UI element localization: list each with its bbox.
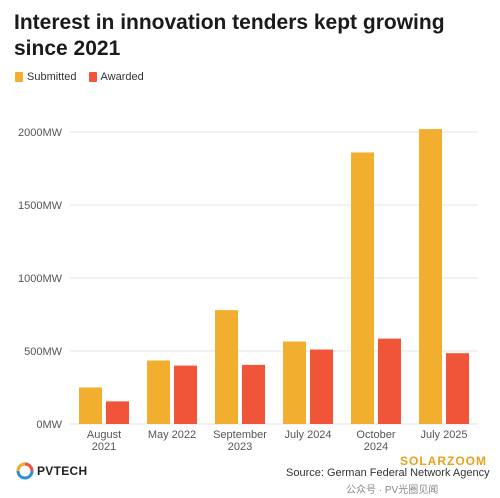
y-tick-label: 0MW <box>36 419 62 431</box>
x-tick-label: July 2025 <box>420 429 467 441</box>
pvtech-logo-icon <box>16 462 34 480</box>
source-note: Source: German Federal Network Agency <box>286 467 490 479</box>
x-tick-label: 2023 <box>228 441 252 453</box>
legend-label-awarded: Awarded <box>100 71 144 83</box>
x-tick-label: August <box>87 429 121 441</box>
pvtech-logo-text: PVTECH <box>37 464 88 478</box>
legend: Submitted Awarded <box>15 71 144 83</box>
bar-awarded <box>310 349 333 424</box>
legend-label-submitted: Submitted <box>27 71 77 83</box>
bar-submitted <box>351 152 374 424</box>
wechat-watermark: 公众号 · PV光圈见闻 <box>346 485 439 496</box>
x-tick-label: May 2022 <box>148 429 196 441</box>
bar-submitted <box>79 387 102 424</box>
bar-awarded <box>106 401 129 424</box>
x-tick-label: October <box>356 429 395 441</box>
legend-item-submitted: Submitted <box>15 71 77 83</box>
bar-awarded <box>378 338 401 424</box>
bar-submitted <box>215 310 238 424</box>
y-tick-label: 1000MW <box>18 273 63 285</box>
x-tick-label: September <box>213 429 267 441</box>
bar-submitted <box>147 360 170 424</box>
solarzoom-watermark: SOLARZOOM <box>400 454 487 468</box>
y-tick-label: 1500MW <box>18 200 63 212</box>
bar-awarded <box>446 353 469 424</box>
x-tick-label: 2021 <box>92 441 116 453</box>
y-tick-label: 500MW <box>24 346 63 358</box>
legend-item-awarded: Awarded <box>88 71 144 83</box>
y-tick-label: 2000MW <box>18 127 63 139</box>
chart-title: Interest in innovation tenders kept grow… <box>14 11 445 60</box>
x-tick-label: July 2024 <box>284 429 331 441</box>
bar-awarded <box>242 364 265 424</box>
bar-submitted <box>283 341 306 424</box>
legend-swatch-awarded <box>88 72 97 82</box>
pvtech-logo: PVTECH <box>16 462 87 480</box>
bar-awarded <box>174 365 197 424</box>
legend-swatch-submitted <box>15 72 23 82</box>
x-tick-label: 2024 <box>364 441 388 453</box>
bar-submitted <box>419 129 442 424</box>
